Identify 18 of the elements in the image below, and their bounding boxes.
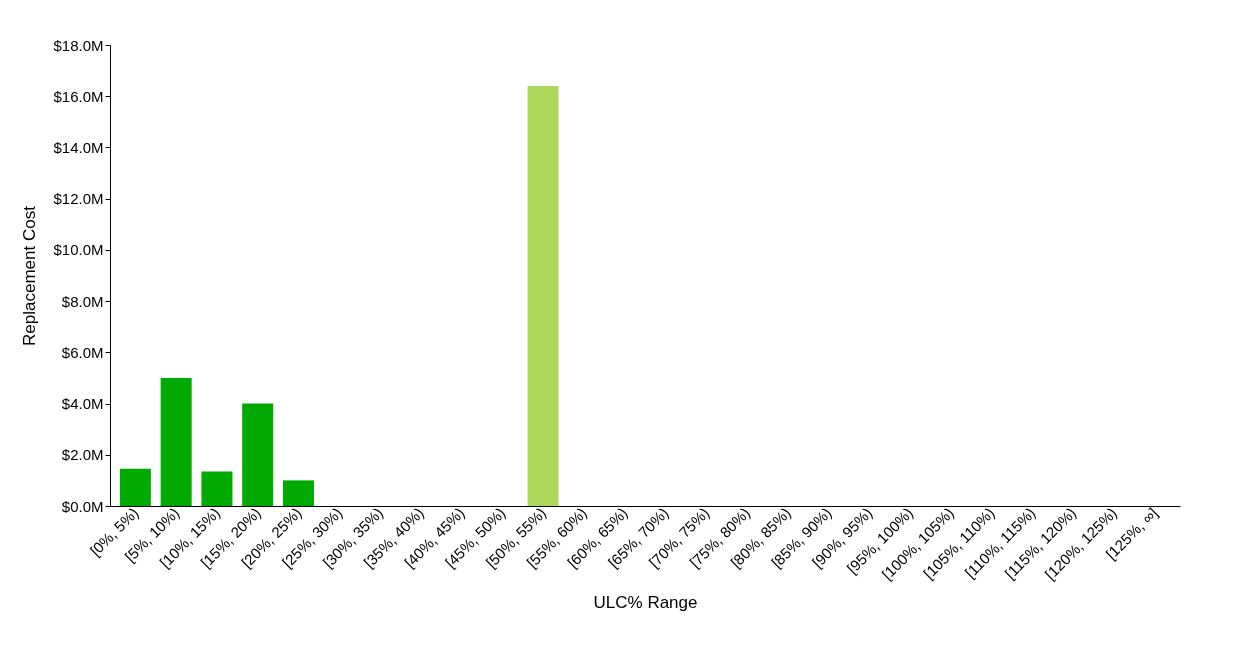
bar [201, 471, 233, 506]
y-tick-label: $18.0M [53, 36, 104, 54]
y-tick-label: $4.0M [61, 395, 104, 413]
y-tick-label: $12.0M [53, 190, 104, 208]
y-tick-label: $2.0M [61, 446, 104, 464]
y-tick-label: $10.0M [53, 241, 104, 259]
bar [527, 85, 559, 506]
y-tick-label: $0.0M [61, 497, 104, 515]
bar [242, 403, 274, 506]
x-axis-title: ULC% Range [593, 592, 698, 612]
y-tick-label: $8.0M [61, 292, 104, 310]
y-tick-label: $14.0M [53, 138, 104, 156]
bar [282, 480, 314, 506]
y-axis-title: Replacement Cost [20, 205, 40, 346]
bar [119, 468, 151, 506]
bar [160, 377, 192, 506]
y-tick-label: $6.0M [61, 343, 104, 361]
y-tick-label: $16.0M [53, 87, 104, 105]
